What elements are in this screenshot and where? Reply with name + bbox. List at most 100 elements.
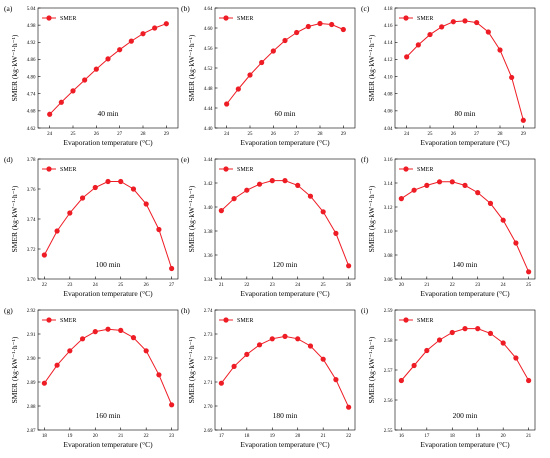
- data-point: [92, 329, 98, 335]
- y-tick-label: 2.92: [27, 309, 36, 314]
- y-tick-label: 4.04: [384, 127, 393, 132]
- series-line: [226, 22, 344, 105]
- series-line: [400, 328, 530, 381]
- y-tick-label: 3.76: [27, 188, 36, 193]
- data-point: [70, 88, 76, 94]
- x-tick-label: 18: [42, 434, 48, 439]
- legend-marker: [223, 15, 229, 21]
- y-tick-label: 2.70: [204, 405, 213, 410]
- x-tick-label: 17: [424, 434, 430, 439]
- y-tick-label: 4.52: [204, 67, 213, 72]
- x-tick-label: 25: [526, 283, 532, 288]
- data-point: [231, 363, 237, 369]
- y-tick-label: 4.44: [204, 107, 213, 112]
- legend-marker: [403, 317, 409, 323]
- x-axis-title: Evaporation temperature (°C): [420, 289, 510, 298]
- data-point: [79, 336, 86, 342]
- data-point: [436, 337, 443, 343]
- data-point: [404, 54, 410, 60]
- legend: SMER: [219, 15, 253, 22]
- data-point: [82, 77, 88, 83]
- y-tick-label: 4.64: [204, 7, 213, 12]
- data-point: [513, 355, 519, 361]
- series-line: [49, 23, 167, 115]
- panel-b: 24 25 26 27 28 29 4.40 4.44 4.48 4.52 4.56 4.60 4.64…: [181, 4, 356, 147]
- y-tick-label: 4.62: [27, 127, 36, 132]
- x-tick-label: 23: [67, 283, 73, 288]
- x-tick-label: 28: [498, 132, 504, 137]
- y-axis-title: SMER (kg·kW⁻¹·h⁻¹): [10, 336, 19, 403]
- data-point: [526, 269, 532, 275]
- y-tick-label: 2.59: [384, 309, 393, 314]
- data-point: [235, 86, 241, 92]
- y-tick-label: 2.57: [384, 369, 393, 374]
- panel-e: 21 22 23 24 25 26 3.34 3.36 3.38 3.40 3.42 3.44 Evap…: [181, 155, 356, 298]
- plot-frame: [394, 158, 536, 280]
- data-point: [244, 187, 250, 193]
- data-point: [256, 181, 263, 187]
- x-tick-label: 22: [244, 283, 250, 288]
- x-tick-label: 23: [270, 283, 276, 288]
- x-tick-label: 24: [93, 283, 99, 288]
- data-point: [130, 186, 137, 192]
- data-point: [485, 29, 491, 35]
- y-tick-label: 2.90: [27, 357, 36, 362]
- series-line: [220, 335, 350, 408]
- panel-tag: (b): [181, 4, 190, 13]
- x-tick-label: 18: [244, 434, 250, 439]
- y-tick-label: 2.56: [384, 399, 393, 404]
- data-point: [218, 208, 224, 214]
- panel-tag: (c): [361, 4, 370, 13]
- data-point: [329, 21, 335, 28]
- y-tick-label: 3.40: [204, 206, 213, 211]
- data-point: [307, 193, 314, 199]
- data-point: [231, 196, 237, 202]
- y-axis-title: SMER (kg·kW⁻¹·h⁻¹): [10, 34, 19, 101]
- y-axis-title: SMER (kg·kW⁻¹·h⁻¹): [187, 34, 196, 101]
- y-axis-title: SMER (kg·kW⁻¹·h⁻¹): [187, 185, 196, 252]
- panel-tag: (e): [181, 155, 190, 164]
- data-point: [462, 326, 468, 332]
- panel-f: 20 21 22 23 24 25 3.06 3.08 3.10 3.12 3.14 3.16 Evap…: [361, 155, 536, 298]
- panel-tag: (g): [4, 306, 13, 315]
- x-tick-label: 29: [521, 132, 527, 137]
- y-tick-label: 2.69: [204, 429, 213, 434]
- legend: SMER: [42, 15, 76, 22]
- y-tick-label: 3.38: [204, 230, 213, 235]
- data-point: [317, 20, 323, 27]
- y-tick-label: 3.36: [204, 254, 213, 259]
- x-tick-label: 24: [501, 283, 507, 288]
- data-point: [156, 372, 162, 378]
- time-annotation: 120 min: [273, 260, 298, 269]
- y-axis-title: SMER (kg·kW⁻¹·h⁻¹): [187, 336, 196, 403]
- x-axis-title: Evaporation temperature (°C): [63, 440, 153, 449]
- data-point: [256, 342, 263, 348]
- x-tick-label: 28: [141, 132, 147, 137]
- data-point: [346, 263, 352, 269]
- data-point: [169, 265, 175, 272]
- legend-label: SMER: [60, 16, 76, 22]
- data-point: [427, 31, 433, 38]
- y-tick-label: 3.34: [204, 278, 213, 283]
- data-point: [224, 101, 230, 107]
- plot-frame: [214, 158, 356, 280]
- x-axis-title: Evaporation temperature (°C): [420, 138, 510, 147]
- x-tick-label: 21: [219, 283, 225, 288]
- data-point: [54, 362, 60, 368]
- y-tick-label: 3.74: [27, 218, 36, 223]
- x-tick-label: 29: [164, 132, 170, 137]
- y-tick-label: 3.12: [384, 206, 393, 211]
- y-tick-label: 3.10: [384, 230, 393, 235]
- data-point: [152, 25, 158, 31]
- data-point: [450, 19, 456, 25]
- legend-label: SMER: [237, 167, 253, 173]
- x-tick-label: 25: [71, 132, 77, 137]
- y-tick-label: 3.14: [384, 182, 393, 187]
- y-tick-label: 4.14: [384, 41, 393, 46]
- data-point: [140, 31, 146, 37]
- data-point: [340, 26, 346, 33]
- data-point: [305, 23, 311, 30]
- legend-marker: [46, 317, 52, 323]
- data-point: [58, 99, 64, 105]
